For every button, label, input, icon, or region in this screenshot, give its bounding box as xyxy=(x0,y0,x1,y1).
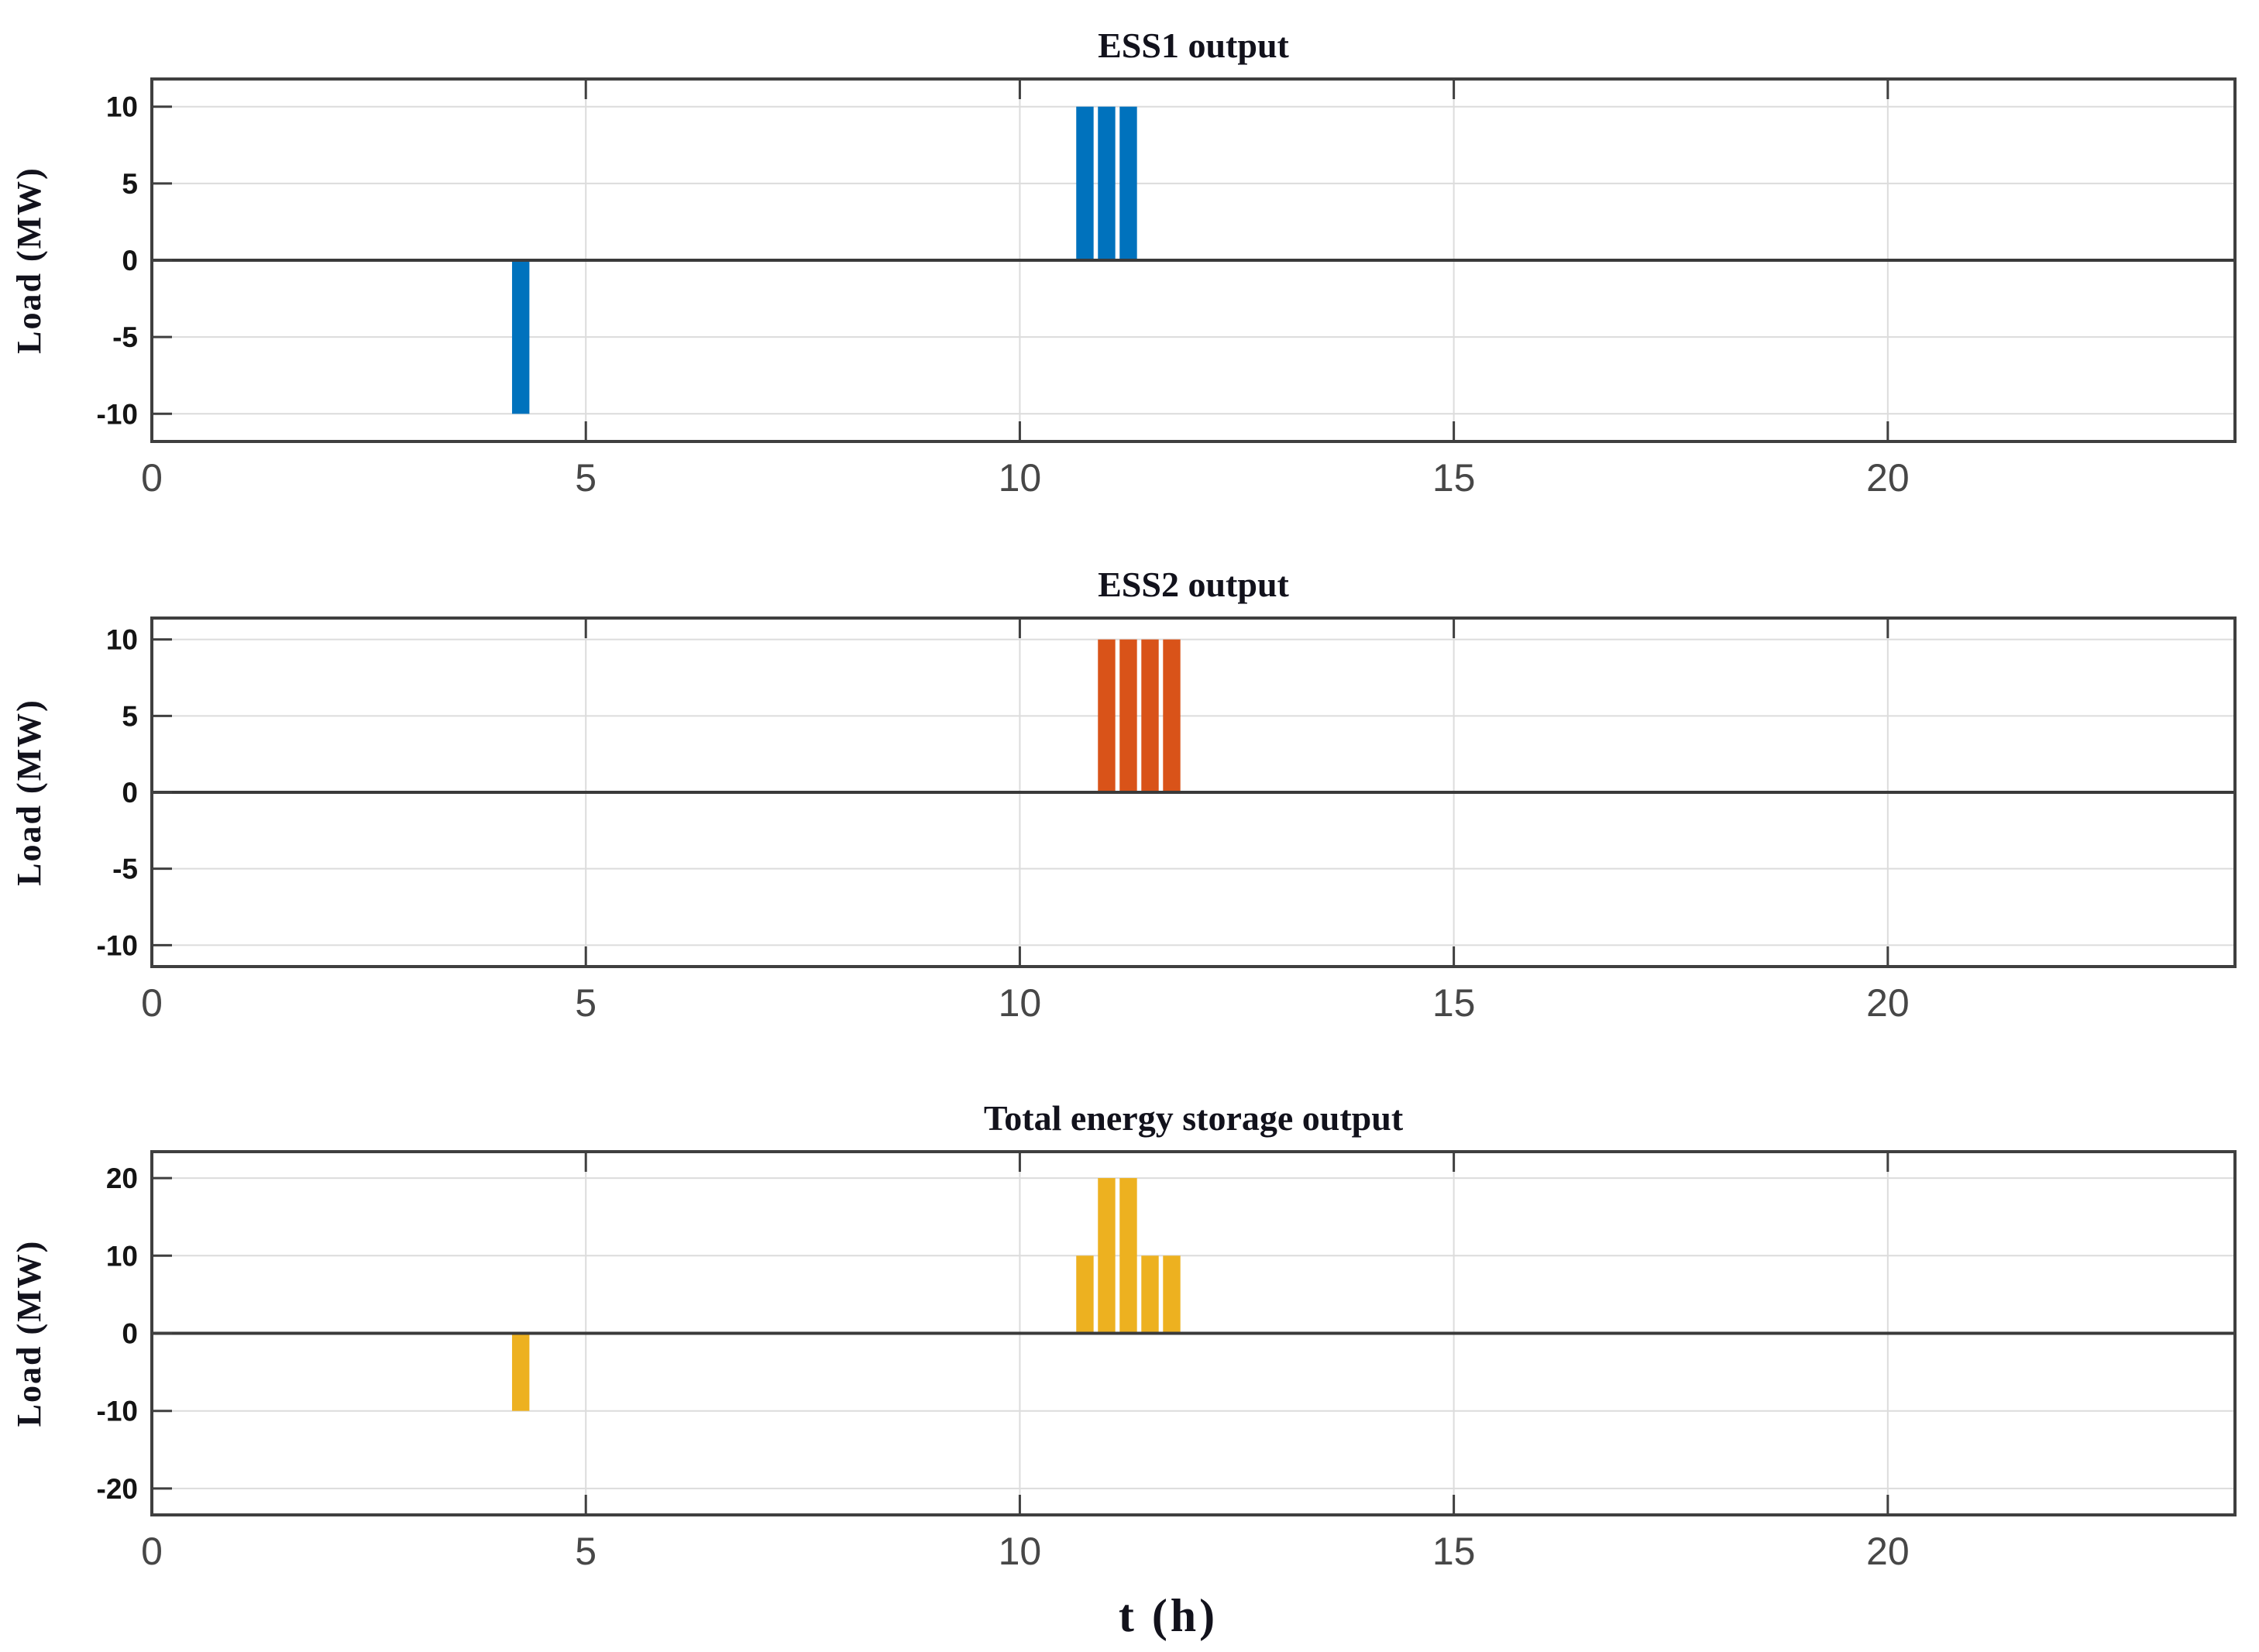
y-tick-label: 0 xyxy=(122,1318,138,1350)
subplot-ess2: 0 5 10 15 20 10 5 0 -5 -10 ESS2 output Load (MW) xyxy=(10,565,2237,1025)
bar-ess1 xyxy=(1098,106,1116,260)
tick-marks-ess2 xyxy=(152,618,1889,967)
bar-total xyxy=(511,1333,530,1411)
bar-total xyxy=(1119,1178,1137,1334)
y-tick-label: -10 xyxy=(97,929,138,961)
y-tick-label: 10 xyxy=(106,1240,138,1272)
x-tick-label: 10 xyxy=(999,456,1042,500)
bars-ess2 xyxy=(1098,639,1181,792)
y-tick-label: -5 xyxy=(112,321,138,353)
y-tick-label: -20 xyxy=(97,1473,138,1505)
x-tick-label: 0 xyxy=(141,1530,163,1573)
subplot-total: 0 5 10 15 20 20 10 0 -10 -20 Total energy storage … xyxy=(10,1098,2237,1573)
grid-lines-total xyxy=(152,1152,2235,1515)
y-tick-label: 10 xyxy=(106,91,138,123)
y-tick-label: 0 xyxy=(122,245,138,276)
y-axis-label-ess2: Load (MW) xyxy=(10,699,48,886)
bar-total xyxy=(1076,1255,1094,1334)
x-tick-label: 5 xyxy=(575,1530,597,1573)
subplot-title-total: Total energy storage output xyxy=(984,1098,1404,1138)
subplot-title-ess1: ESS1 output xyxy=(1098,26,1289,65)
subplot-ess1: 0 5 10 15 20 10 5 0 -5 -10 ESS1 output Load (MW) xyxy=(10,26,2237,500)
bars-total xyxy=(511,1178,1181,1411)
bar-total xyxy=(1098,1178,1116,1334)
bar-total xyxy=(1141,1255,1159,1334)
y-tick-label: 5 xyxy=(122,700,138,732)
x-tick-label: 20 xyxy=(1866,981,1910,1025)
bar-ess2 xyxy=(1163,639,1181,792)
x-tick-label: 20 xyxy=(1866,456,1910,500)
x-tick-label: 0 xyxy=(141,981,163,1025)
y-tick-label: 20 xyxy=(106,1163,138,1194)
tick-marks-ess1 xyxy=(152,79,1889,441)
y-tick-label: 0 xyxy=(122,777,138,809)
bar-ess1 xyxy=(1076,106,1094,260)
y-axis-label-total: Load (MW) xyxy=(10,1240,48,1427)
x-tick-label: 5 xyxy=(575,981,597,1025)
x-tick-label: 10 xyxy=(999,981,1042,1025)
y-tick-label: 10 xyxy=(106,624,138,656)
grid-lines-ess1 xyxy=(152,79,2235,441)
y-tick-label: 5 xyxy=(122,168,138,200)
x-axis-label: t (h) xyxy=(1119,1590,1218,1641)
y-axis-label-ess1: Load (MW) xyxy=(10,167,48,354)
bar-total xyxy=(1163,1255,1181,1334)
bar-ess2 xyxy=(1141,639,1159,792)
y-tick-label: -10 xyxy=(97,398,138,430)
tick-marks-total xyxy=(152,1152,1889,1515)
bar-ess1 xyxy=(511,260,530,414)
x-tick-label: 5 xyxy=(575,456,597,500)
bars-ess1 xyxy=(511,106,1137,414)
x-tick-label: 15 xyxy=(1432,1530,1476,1573)
x-tick-label: 10 xyxy=(999,1530,1042,1573)
x-tick-label: 15 xyxy=(1432,456,1476,500)
bar-ess2 xyxy=(1098,639,1116,792)
bar-ess2 xyxy=(1119,639,1137,792)
subplot-title-ess2: ESS2 output xyxy=(1098,565,1289,604)
y-tick-label: -10 xyxy=(97,1396,138,1427)
y-tick-label: -5 xyxy=(112,853,138,885)
x-tick-label: 0 xyxy=(141,456,163,500)
x-tick-label: 20 xyxy=(1866,1530,1910,1573)
x-tick-label: 15 xyxy=(1432,981,1476,1025)
bar-ess1 xyxy=(1119,106,1137,260)
